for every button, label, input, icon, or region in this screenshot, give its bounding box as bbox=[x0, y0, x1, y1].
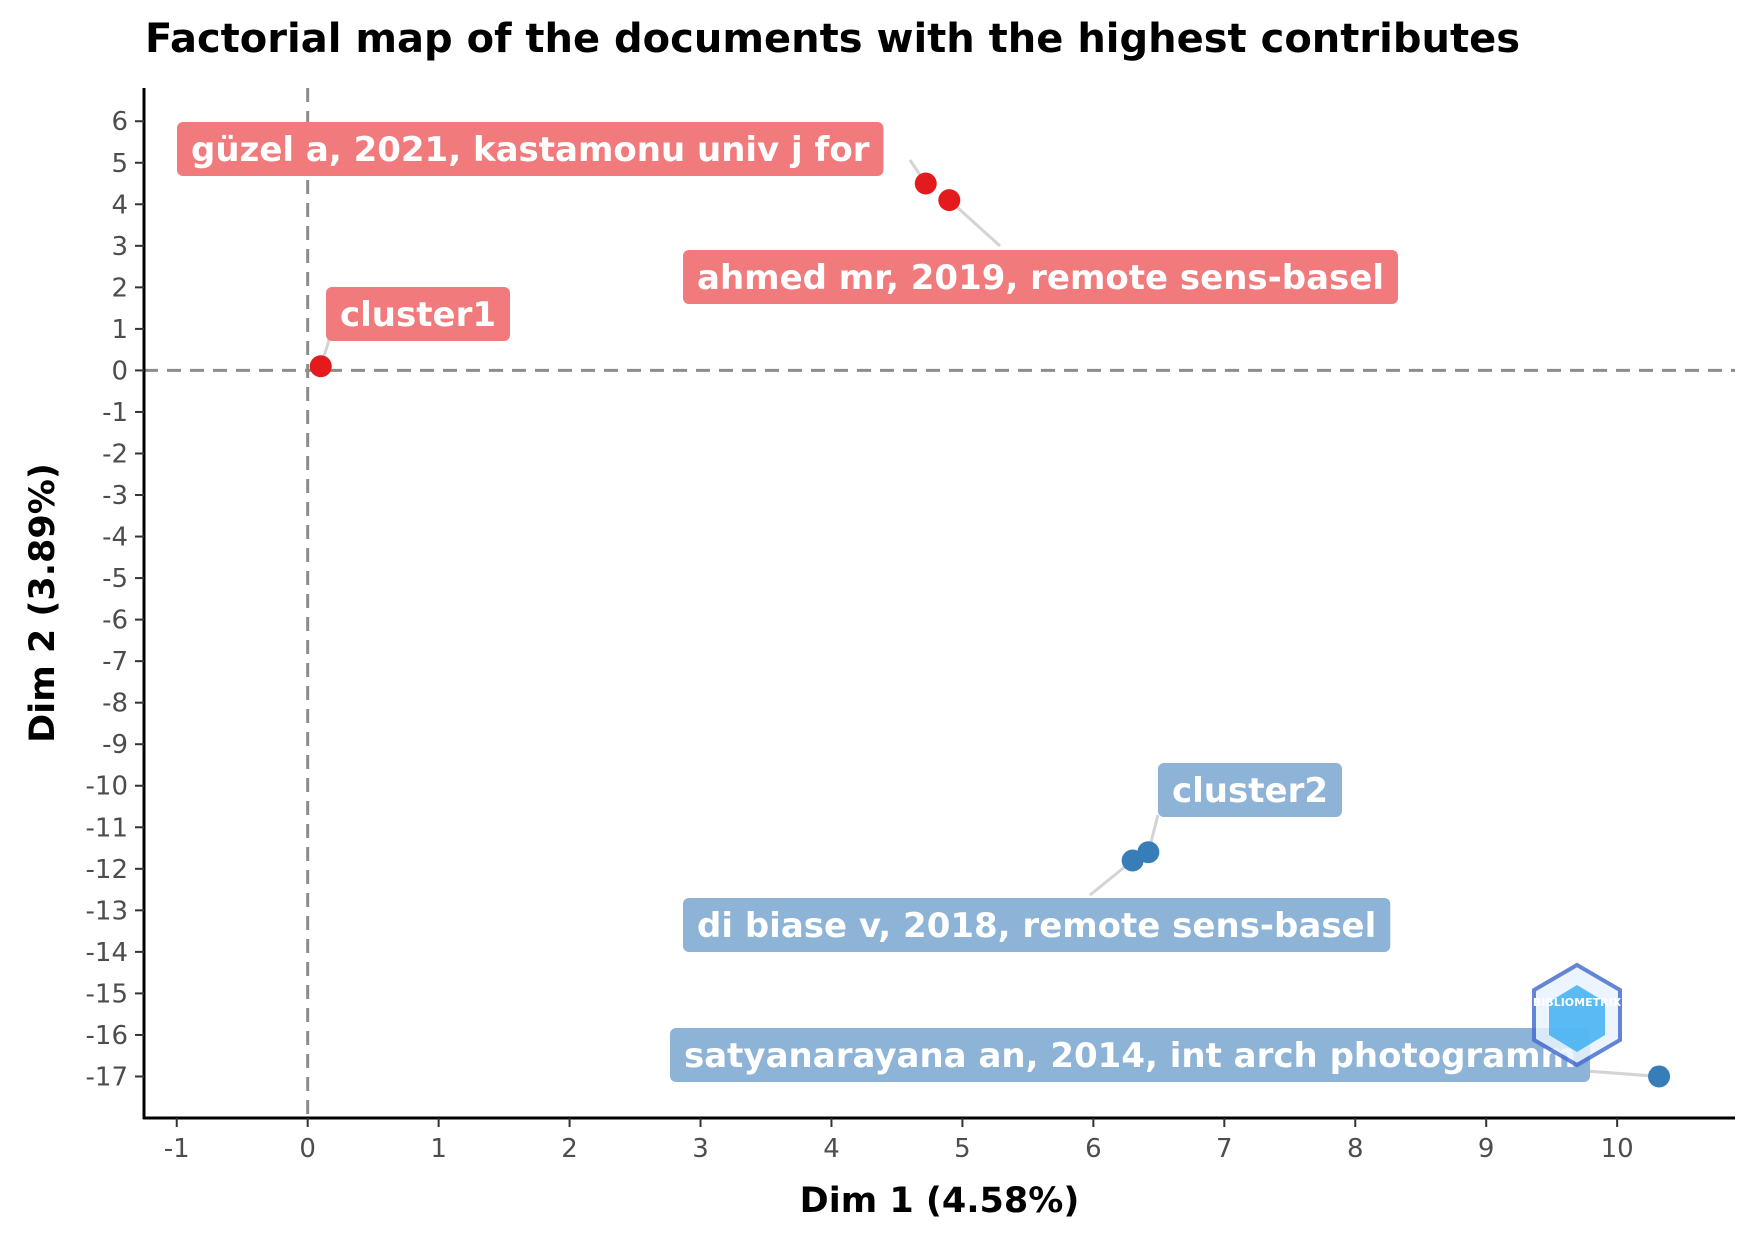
y-tick-label: 5 bbox=[111, 149, 128, 179]
point-label-cluster1: güzel a, 2021, kastamonu univ j for bbox=[177, 122, 884, 176]
y-tick-label: -6 bbox=[102, 606, 128, 636]
x-tick-label: 6 bbox=[1085, 1134, 1102, 1164]
y-tick-label: 2 bbox=[111, 273, 128, 303]
x-tick-label: 8 bbox=[1347, 1134, 1364, 1164]
label-text: ahmed mr, 2019, remote sens-basel bbox=[697, 258, 1384, 298]
data-points bbox=[309, 172, 1671, 1088]
x-tick-label: 5 bbox=[954, 1134, 971, 1164]
y-tick-label: -3 bbox=[102, 481, 128, 511]
y-tick-label: -7 bbox=[102, 647, 128, 677]
label-connector bbox=[948, 199, 1002, 248]
point-label-cluster2: satyanarayana an, 2014, int arch photogr… bbox=[670, 1028, 1591, 1082]
y-tick-label: -10 bbox=[86, 772, 128, 802]
y-axis-title: Dim 2 (3.89%) bbox=[23, 463, 63, 743]
y-tick-label: 0 bbox=[111, 356, 128, 386]
x-tick-label: 4 bbox=[823, 1134, 840, 1164]
x-tick-label: 3 bbox=[692, 1134, 709, 1164]
y-tick-label: -5 bbox=[102, 564, 128, 594]
x-tick-label: 7 bbox=[1216, 1134, 1233, 1164]
label-box bbox=[683, 898, 1391, 952]
y-tick-label: 1 bbox=[111, 315, 128, 345]
label-box bbox=[683, 250, 1398, 304]
y-tick-label: -9 bbox=[102, 730, 128, 760]
label-box bbox=[177, 122, 884, 176]
label-text: cluster1 bbox=[340, 295, 496, 335]
x-tick-label: 2 bbox=[561, 1134, 578, 1164]
y-axis-ticks: 6 5 4 3 2 1 0 -1 -2 -3 -4 -5 -6 -7 -8 -9 -10 -11 -12 -13 -14… bbox=[86, 107, 144, 1092]
point-label-cluster1: ahmed mr, 2019, remote sens-basel bbox=[683, 250, 1398, 304]
y-tick-label: -17 bbox=[86, 1062, 128, 1092]
bibliometrix-logo: BIBLIOMETRIX bbox=[1532, 962, 1622, 1068]
logo-text: BIBLIOMETRIX bbox=[1533, 996, 1622, 1009]
data-point-cluster1 bbox=[309, 355, 332, 378]
point-labels: cluster1 güzel a, 2021, kastamonu univ j … bbox=[177, 122, 1591, 1082]
x-tick-label: 1 bbox=[430, 1134, 447, 1164]
data-point-cluster2 bbox=[1648, 1065, 1671, 1088]
label-box bbox=[326, 287, 510, 341]
y-tick-label: -8 bbox=[102, 689, 128, 719]
y-tick-label: -2 bbox=[102, 439, 128, 469]
y-tick-label: -13 bbox=[86, 896, 128, 926]
x-axis-ticks: -1 0 1 2 3 4 5 6 7 8 9 10 bbox=[164, 1118, 1634, 1164]
reference-lines bbox=[144, 88, 1735, 1118]
point-label-cluster2: cluster2 bbox=[1158, 763, 1342, 817]
label-text: di biase v, 2018, remote sens-basel bbox=[697, 906, 1376, 946]
data-point-cluster1 bbox=[938, 189, 961, 212]
label-box bbox=[670, 1028, 1591, 1082]
y-tick-label: 6 bbox=[111, 107, 128, 137]
label-text: güzel a, 2021, kastamonu univ j for bbox=[191, 130, 870, 170]
y-tick-label: 4 bbox=[111, 190, 128, 220]
y-tick-label: -15 bbox=[86, 979, 128, 1009]
x-axis-title: Dim 1 (4.58%) bbox=[800, 1181, 1080, 1221]
data-point-cluster1 bbox=[914, 172, 937, 195]
y-tick-label: -11 bbox=[86, 813, 128, 843]
label-text: cluster2 bbox=[1172, 771, 1328, 811]
x-tick-label: 10 bbox=[1601, 1134, 1634, 1164]
x-tick-label: -1 bbox=[164, 1134, 190, 1164]
y-tick-label: -4 bbox=[102, 523, 128, 553]
x-tick-label: 0 bbox=[299, 1134, 316, 1164]
axes bbox=[142, 88, 1735, 1120]
point-label-cluster1: cluster1 bbox=[326, 287, 510, 341]
chart-title: Factorial map of the documents with the … bbox=[145, 16, 1520, 62]
logo-inner-shape bbox=[1549, 985, 1605, 1052]
label-box bbox=[1158, 763, 1342, 817]
x-tick-label: 9 bbox=[1478, 1134, 1495, 1164]
y-tick-label: -16 bbox=[86, 1021, 128, 1051]
y-tick-label: 3 bbox=[111, 232, 128, 262]
point-label-cluster2: di biase v, 2018, remote sens-basel bbox=[683, 898, 1391, 952]
data-point-cluster2 bbox=[1121, 849, 1144, 872]
y-tick-label: -1 bbox=[102, 398, 128, 428]
label-text: satyanarayana an, 2014, int arch photogr… bbox=[684, 1036, 1576, 1076]
y-tick-label: -12 bbox=[86, 855, 128, 885]
y-tick-label: -14 bbox=[86, 938, 128, 968]
